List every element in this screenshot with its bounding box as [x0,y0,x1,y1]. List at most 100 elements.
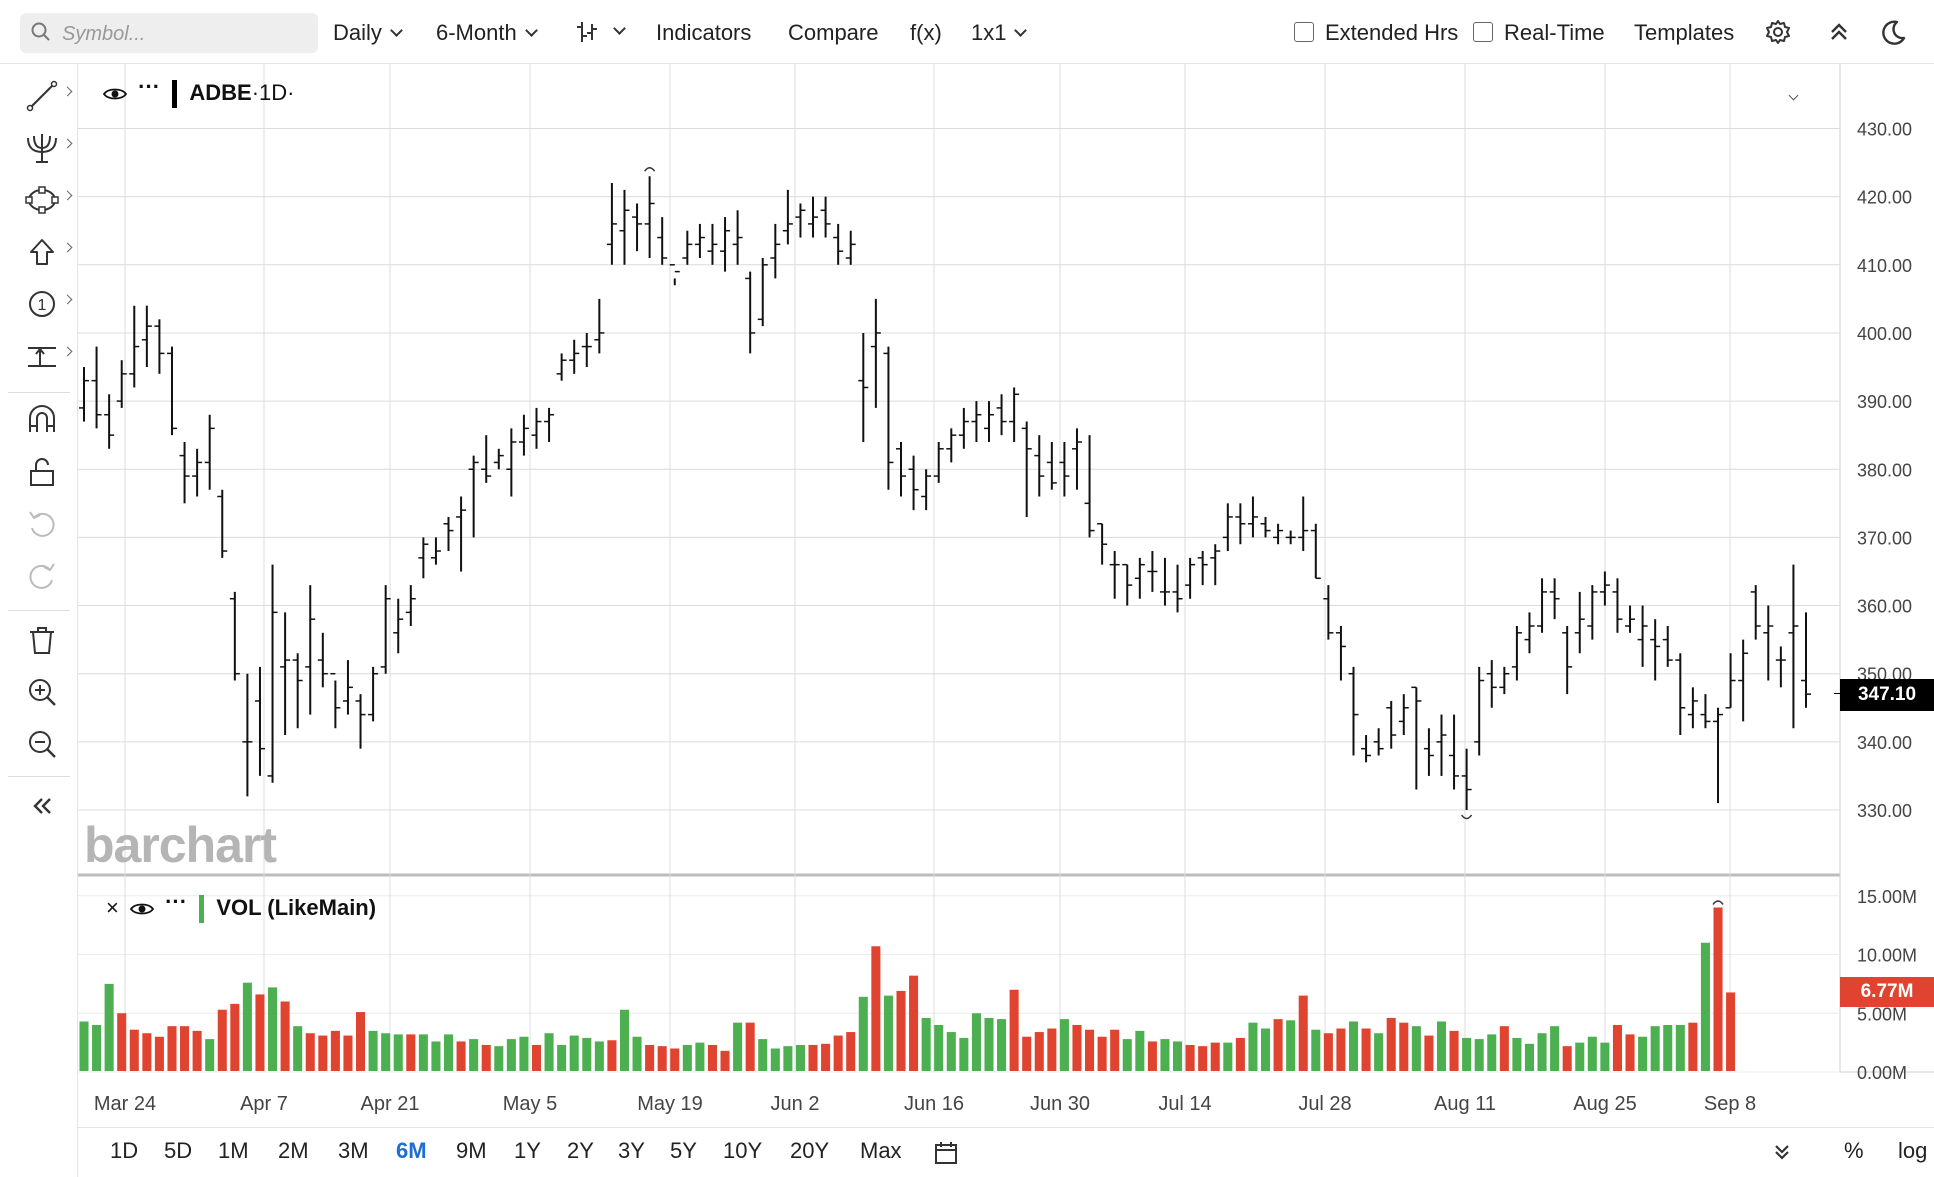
legend-collapse-chevron-icon[interactable] [1788,86,1799,104]
date-tick-label: May 5 [503,1093,557,1115]
ohlc-bar [1386,700,1397,749]
volume-bar [695,1042,705,1071]
volume-bar [1059,1019,1069,1071]
collapse-sidebar-button[interactable] [22,786,62,826]
ohlc-bar [657,217,668,265]
volume-bar [1374,1033,1384,1071]
ohlc-bar [1109,551,1120,599]
ohlc-bar [1713,707,1724,804]
ohlc-bar [1524,612,1535,654]
ohlc-bar [757,257,768,327]
date-tick-label: Apr 7 [240,1093,288,1115]
volume-bar [381,1033,391,1071]
ohlc-bar [493,448,504,470]
ohlc-bar [921,469,932,511]
trend-line-icon [26,80,58,112]
zoom-out-button[interactable] [22,724,62,764]
arrow-tool[interactable] [22,232,73,272]
magnet-tool[interactable] [22,400,62,440]
range-button-2m[interactable]: 2M [278,1138,309,1163]
volume-bar [1625,1034,1635,1071]
measure-tool[interactable] [22,336,73,376]
volume-bar [154,1036,164,1071]
zoom-in-button[interactable] [22,672,62,712]
range-button-3y[interactable]: 3Y [618,1138,645,1163]
sidebar-divider [8,610,70,611]
range-button-5d[interactable]: 5D [164,1138,193,1163]
volume-bar [418,1034,428,1071]
volume-bar [1298,995,1308,1071]
range-button-1m[interactable]: 1M [218,1138,249,1163]
volume-bar [745,1022,755,1071]
annotation-tool[interactable]: 1 [22,284,73,324]
templates-button[interactable]: Templates [1634,20,1735,45]
volume-bar [242,982,252,1071]
ohlc-bar [1210,544,1221,586]
expand-down-icon[interactable] [1770,1140,1794,1169]
ohlc-bar [1700,694,1711,729]
interval-dropdown[interactable]: Daily [333,20,403,46]
collapse-up-icon[interactable] [1825,18,1853,46]
volume-bar [934,1025,944,1071]
volume-bar [758,1039,768,1071]
trend-line-tool[interactable] [22,76,73,116]
range-button-1y[interactable]: 1Y [514,1138,541,1163]
close-icon[interactable]: × [106,895,119,920]
log-scale-button[interactable]: log [1898,1138,1928,1163]
ohlc-bar [581,332,592,368]
shape-tool[interactable] [22,180,73,220]
redo-button[interactable] [22,556,62,596]
ohlc-bar [79,367,89,422]
compare-button[interactable]: Compare [788,20,879,45]
real-time-checkbox[interactable] [1473,22,1493,42]
volume-bar [783,1046,793,1071]
period-dropdown[interactable]: 6-Month [436,20,538,46]
range-button-2y[interactable]: 2Y [567,1138,594,1163]
range-button-max[interactable]: Max [860,1138,902,1163]
more-options-icon[interactable]: ··· [138,74,161,99]
volume-bar [1223,1042,1233,1071]
fx-button[interactable]: f(x) [910,20,942,45]
eye-icon[interactable] [102,85,128,103]
ohlc-bar [1511,625,1522,681]
indicators-button[interactable]: Indicators [656,20,752,45]
pitchfork-tool[interactable] [22,128,73,168]
extended-hrs-checkbox[interactable] [1294,22,1314,42]
ohlc-bar [1461,748,1472,810]
range-button-1d[interactable]: 1D [110,1138,139,1163]
ohlc-bar [531,407,542,449]
range-button-5y[interactable]: 5Y [670,1138,697,1163]
calendar-icon[interactable] [933,1140,959,1171]
ohlc-bar [1046,441,1057,490]
range-button-10y[interactable]: 10Y [723,1138,763,1163]
layout-dropdown[interactable]: 1x1 [971,20,1028,46]
ohlc-bar [129,305,140,388]
symbol-search-input[interactable]: Symbol... [20,13,318,53]
period-label: 6-Month [436,20,517,45]
gear-icon[interactable] [1764,18,1792,46]
delete-drawings-button[interactable] [22,620,62,660]
percent-scale-button[interactable]: % [1844,1138,1864,1163]
ohlc-bar [1750,585,1761,640]
range-button-3m[interactable]: 3M [338,1138,369,1163]
layout-label: 1x1 [971,20,1007,45]
ohlc-bar [481,435,492,483]
chart-type-dropdown[interactable] [575,18,626,45]
ohlc-bar [154,319,165,374]
date-tick-label: Sep 8 [1704,1093,1756,1115]
date-tick-label: Apr 21 [361,1093,420,1115]
chart-toolbar: Symbol... Daily 6-Month Indicators Compa… [0,0,1934,64]
more-options-icon[interactable]: ··· [165,889,188,914]
range-button-9m[interactable]: 9M [456,1138,487,1163]
eye-icon[interactable] [129,900,155,918]
volume-tick-label: 0.00M [1857,1063,1907,1083]
lock-tool[interactable] [22,452,62,492]
range-button-6m[interactable]: 6M [396,1138,427,1163]
ohlc-bar [619,189,630,265]
range-button-20y[interactable]: 20Y [790,1138,830,1163]
undo-button[interactable] [22,504,62,544]
dark-mode-moon-icon[interactable] [1878,18,1908,48]
volume-bar [1336,1028,1346,1071]
zoom-out-icon [29,731,56,758]
